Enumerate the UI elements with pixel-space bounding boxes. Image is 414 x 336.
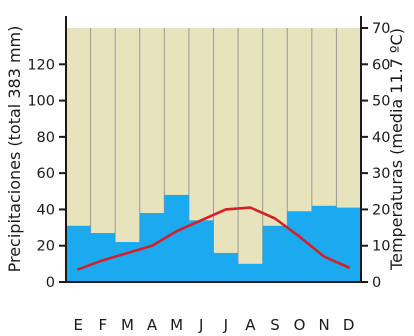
right-axis-ticks: 0 10 20 30 40 50 60 70 bbox=[361, 21, 390, 291]
right-tick-label: 60 bbox=[372, 57, 390, 73]
precipitation-bars bbox=[66, 194, 361, 282]
precipitation-bar bbox=[311, 205, 337, 282]
month-label: S bbox=[270, 316, 280, 334]
left-tick-label: 120 bbox=[27, 57, 55, 73]
month-label: A bbox=[147, 316, 158, 334]
right-axis-title: Temperaturas (media 11.7 ºC) bbox=[387, 28, 406, 271]
left-tick-label: 0 bbox=[46, 275, 55, 291]
right-tick-label: 50 bbox=[372, 94, 390, 110]
left-tick-label: 60 bbox=[37, 166, 55, 182]
precipitation-bar bbox=[213, 252, 239, 282]
precipitation-bar bbox=[115, 242, 140, 282]
precipitation-bar bbox=[287, 211, 312, 282]
temperature-line bbox=[77, 206, 351, 271]
left-tick-label: 40 bbox=[37, 202, 55, 218]
right-tick-label: 0 bbox=[372, 275, 381, 291]
month-label: M bbox=[170, 316, 183, 334]
left-axis-title: Precipitaciones (total 383 mm) bbox=[5, 26, 24, 273]
month-label: M bbox=[121, 316, 134, 334]
precipitation-bar bbox=[188, 220, 214, 282]
month-label: F bbox=[99, 316, 108, 334]
precipitation-bar bbox=[262, 225, 288, 282]
left-axis-ticks: 0 20 40 60 80 100 120 bbox=[27, 57, 66, 291]
right-tick-label: 40 bbox=[372, 130, 390, 146]
right-tick-label: 10 bbox=[372, 239, 390, 255]
precipitation-bar bbox=[336, 207, 361, 282]
right-tick-label: 70 bbox=[372, 21, 390, 37]
precipitation-bar bbox=[66, 225, 91, 282]
right-tick-label: 20 bbox=[372, 202, 390, 218]
precipitation-bar bbox=[238, 263, 263, 282]
left-tick-label: 20 bbox=[37, 239, 55, 255]
month-label: A bbox=[245, 316, 256, 334]
month-label: D bbox=[343, 316, 355, 334]
precipitation-bar bbox=[164, 194, 189, 282]
left-tick-label: 100 bbox=[27, 94, 55, 110]
month-label: J bbox=[223, 316, 228, 334]
month-label: J bbox=[198, 316, 203, 334]
left-tick-label: 80 bbox=[37, 130, 55, 146]
month-label: O bbox=[294, 316, 306, 334]
month-label: N bbox=[319, 316, 330, 334]
right-tick-label: 30 bbox=[372, 166, 390, 182]
month-label: E bbox=[74, 316, 83, 334]
